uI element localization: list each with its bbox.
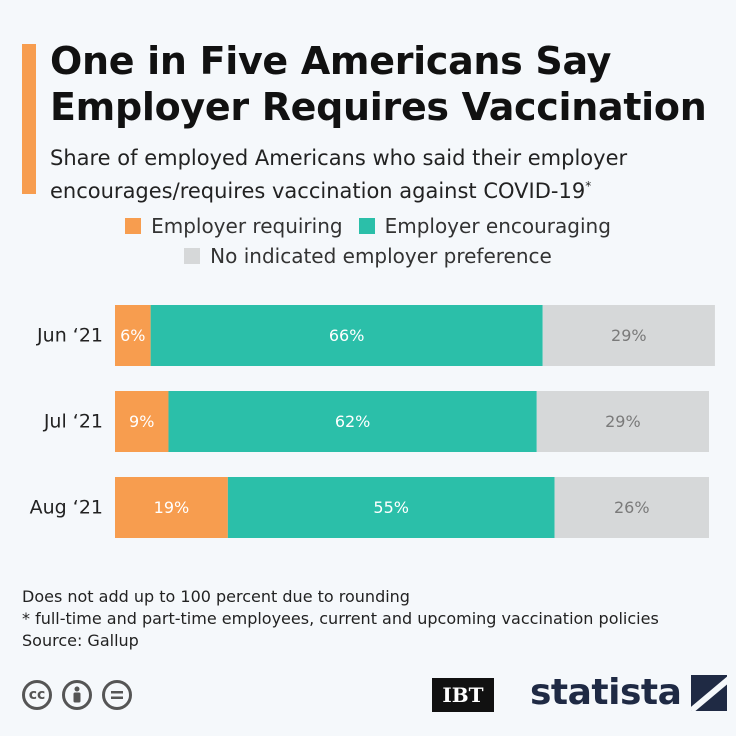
legend-swatch-requiring [125,218,142,234]
bar-no-indicated-employer-preference-1 [536,391,709,452]
bar-employer-requiring-0 [115,305,151,366]
license-icons: cc [22,680,142,710]
data-label-employer-requiring-2: 19% [154,498,190,517]
legend-swatch-encouraging [358,218,375,234]
attribution-icon[interactable] [62,680,92,710]
legend-row-1: Employer requiring Employer encouraging [0,212,736,240]
bar-employer-encouraging-1 [168,391,537,452]
legend-label-no-preference: No indicated employer preference [210,244,552,268]
legend-label-encouraging: Employer encouraging [384,214,611,238]
data-label-employer-encouraging-1: 62% [335,412,371,431]
footnote-source: Source: Gallup [22,631,139,650]
category-label-1: Jul ‘21 [43,411,103,433]
no-derivatives-icon[interactable] [102,680,132,710]
data-label-employer-encouraging-2: 55% [373,498,409,517]
chart-title: One in Five Americans Say Employer Requi… [50,39,707,129]
data-label-no-indicated-employer-preference-0: 29% [611,326,647,345]
bar-employer-encouraging-0 [150,305,543,366]
footnotes: Does not add up to 100 percent due to ro… [22,586,722,652]
statista-wordmark: statista [530,672,682,713]
footnote-rounding: Does not add up to 100 percent due to ro… [22,587,410,606]
equals-glyph [111,691,123,699]
statista-logo-icon [691,674,728,711]
category-label-0: Jun ‘21 [36,325,103,347]
legend-swatch-no-preference [184,248,201,264]
bar-employer-encouraging-2 [227,477,555,538]
ibt-logo[interactable]: IBT [432,678,494,712]
title-accent-bar [22,44,36,194]
bar-no-indicated-employer-preference-2 [554,477,709,538]
statista-logo[interactable]: statista [530,672,728,713]
bar-employer-requiring-1 [115,391,169,452]
bar-employer-requiring-2 [115,477,228,538]
footnote-employees: * full-time and part-time employees, cur… [22,609,659,628]
data-label-no-indicated-employer-preference-1: 29% [605,412,641,431]
legend-item-no-preference: No indicated employer preference [184,244,552,268]
subtitle-text: Share of employed Americans who said the… [50,146,628,203]
data-label-employer-encouraging-0: 66% [329,326,365,345]
person-glyph [73,686,81,703]
legend-label-requiring: Employer requiring [151,214,343,238]
creative-commons-icon[interactable]: cc [22,680,52,710]
category-label-2: Aug ‘21 [30,497,103,519]
data-label-employer-requiring-1: 9% [129,412,154,431]
legend-item-encouraging: Employer encouraging [358,214,611,238]
chart-legend: Employer requiring Employer encouraging … [0,212,736,272]
chart-subtitle: Share of employed Americans who said the… [50,144,730,205]
data-label-employer-requiring-0: 6% [120,326,145,345]
legend-item-requiring: Employer requiring [125,214,343,238]
data-label-no-indicated-employer-preference-2: 26% [614,498,650,517]
stacked-bar-chart: Jun ‘21 6% 66% 29% Jul ‘21 9% 62% 29% Aug ‘21 19%… [30,305,715,538]
legend-row-2: No indicated employer preference [0,242,736,270]
bar-no-indicated-employer-preference-0 [542,305,715,366]
subtitle-footnote-mark: * [585,179,592,193]
